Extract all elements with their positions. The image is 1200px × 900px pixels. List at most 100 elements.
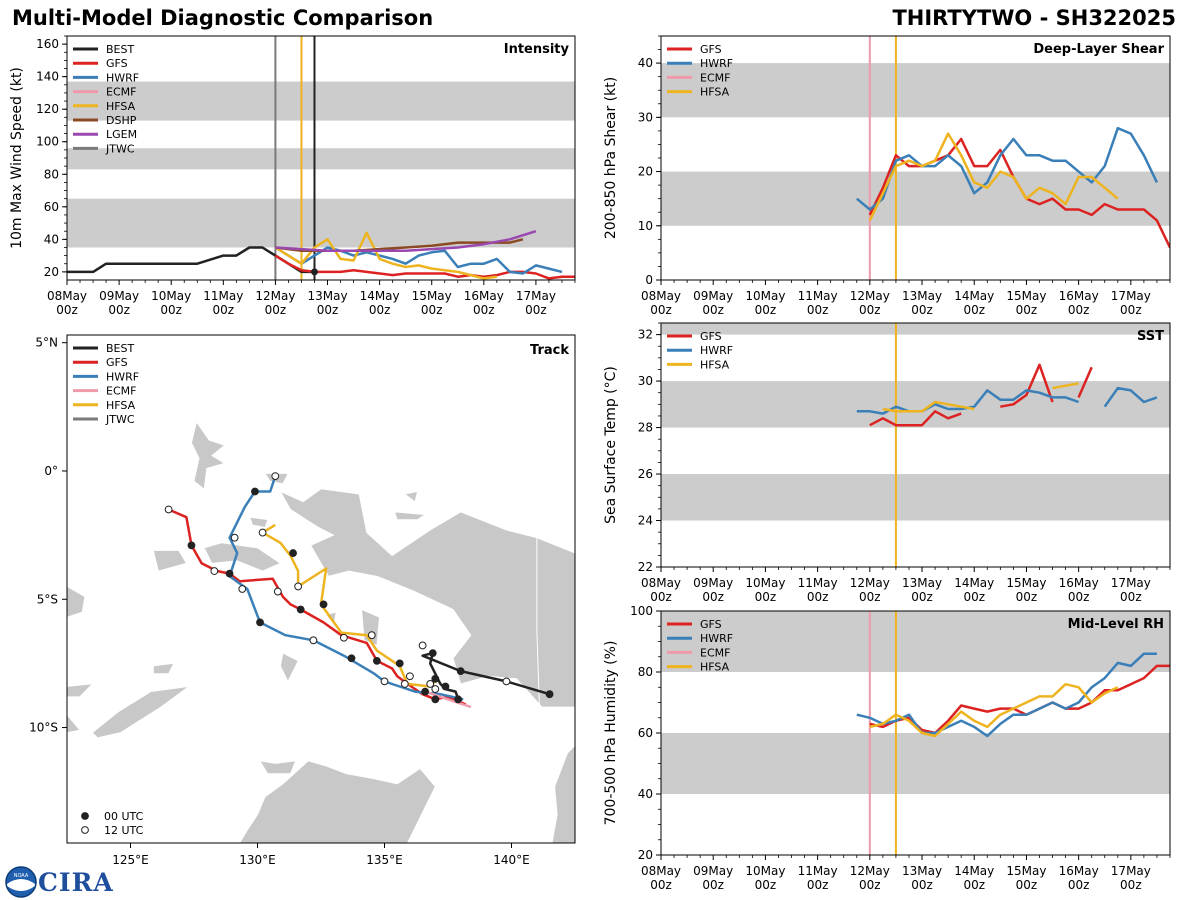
shear-panel-title: Deep-Layer Shear bbox=[1033, 42, 1164, 57]
intensity-xtick-label: 00z bbox=[369, 303, 391, 317]
sst-band-0 bbox=[661, 474, 1170, 521]
intensity-xtick-label: 15May bbox=[412, 289, 452, 303]
legend-label-ecmf: ECMF bbox=[700, 71, 730, 84]
rh-series-hwrf bbox=[856, 652, 1157, 738]
legend-label-hfsa: HFSA bbox=[106, 100, 136, 113]
rh-ylabel: 700-500 hPa Humidity (%) bbox=[603, 641, 619, 826]
intensity-xtick-label: 00z bbox=[473, 303, 495, 317]
sst-band-2 bbox=[661, 323, 1170, 335]
track-marker-12utc bbox=[309, 636, 318, 645]
sst-xtick-label: 10May bbox=[745, 576, 785, 590]
sst-ytick-label: 24 bbox=[638, 514, 653, 528]
track-xtick-label: 140°E bbox=[493, 853, 530, 867]
intensity-xtick-label: 00z bbox=[317, 303, 339, 317]
rh-xtick-label: 17May bbox=[1111, 864, 1151, 878]
legend-label-jtwc: JTWC bbox=[105, 413, 135, 426]
shear-band-0 bbox=[661, 171, 1170, 226]
sst-xtick-label: 12May bbox=[850, 576, 890, 590]
intensity-xtick-label: 00z bbox=[160, 303, 182, 317]
noaa-emblem-icon: NOAA bbox=[5, 866, 37, 898]
legend-label-gfs: GFS bbox=[700, 330, 722, 343]
legend-label-gfs: GFS bbox=[106, 356, 128, 369]
intensity-ytick-label: 160 bbox=[36, 37, 59, 51]
land-sulawesi bbox=[67, 585, 86, 618]
rh-xtick-label: 08May bbox=[641, 864, 681, 878]
intensity-ytick-label: 20 bbox=[44, 265, 59, 279]
rh-ytick-label: 80 bbox=[638, 665, 653, 679]
track-marker-12utc bbox=[273, 587, 282, 596]
shear-xtick-label: 16May bbox=[1059, 289, 1099, 303]
shear-xtick-label: 08May bbox=[641, 289, 681, 303]
intensity-xtick-label: 00z bbox=[213, 303, 235, 317]
sst-series-hfsa bbox=[882, 382, 1079, 413]
intensity-ytick-label: 140 bbox=[36, 70, 59, 84]
intensity-band-2 bbox=[67, 81, 575, 121]
sst-xtick-label: 00z bbox=[650, 590, 672, 604]
legend-label-hfsa: HFSA bbox=[700, 358, 730, 371]
track-marker-12utc bbox=[164, 505, 173, 514]
track-xtick-label: 130°E bbox=[239, 853, 276, 867]
intensity-xtick-label: 11May bbox=[203, 289, 243, 303]
shear-xtick-label: 10May bbox=[745, 289, 785, 303]
legend-label-jtwc: JTWC bbox=[105, 142, 135, 155]
land-australia bbox=[239, 760, 436, 843]
land-buru bbox=[152, 550, 188, 572]
track-marker-12utc bbox=[238, 585, 247, 593]
track-marker-12utc bbox=[431, 685, 440, 693]
intensity-xtick-label: 00z bbox=[421, 303, 443, 317]
rh-xtick-label: 00z bbox=[755, 878, 777, 892]
sst-xtick-label: 00z bbox=[911, 590, 933, 604]
sst-ytick-label: 32 bbox=[638, 328, 653, 342]
legend-label-ecmf: ECMF bbox=[106, 385, 136, 398]
track-xtick-label: 125°E bbox=[112, 853, 149, 867]
land-biak bbox=[403, 490, 419, 503]
intensity-xtick-label: 09May bbox=[99, 289, 139, 303]
sst-xtick-label: 16May bbox=[1059, 576, 1099, 590]
intensity-ylabel: 10m Max Wind Speed (kt) bbox=[9, 67, 25, 249]
sst-xtick-label: 00z bbox=[807, 590, 829, 604]
track-marker-00utc bbox=[395, 659, 404, 668]
track-marker-00utc bbox=[347, 654, 356, 663]
sst-ytick-label: 30 bbox=[638, 374, 653, 388]
sst-ylabel: Sea Surface Temp (°C) bbox=[603, 366, 619, 524]
rh-series-hfsa bbox=[869, 682, 1119, 738]
sst-xtick-label: 00z bbox=[755, 590, 777, 604]
land-misool bbox=[249, 516, 269, 528]
rh-xtick-label: 00z bbox=[702, 878, 724, 892]
track-marker-12utc bbox=[426, 680, 435, 688]
rh-xtick-label: 15May bbox=[1006, 864, 1046, 878]
shear-band-1 bbox=[661, 63, 1170, 118]
marker-legend-symbol bbox=[81, 826, 89, 834]
rh-panel: 2040608010008May00z09May00z10May00z11May… bbox=[603, 604, 1171, 892]
rh-xtick-label: 10May bbox=[745, 864, 785, 878]
track-marker-12utc bbox=[294, 582, 303, 591]
legend-label-ecmf: ECMF bbox=[700, 646, 730, 659]
intensity-ytick-label: 60 bbox=[44, 200, 59, 214]
track-ytick-label: 0° bbox=[44, 464, 58, 478]
land-flores bbox=[67, 683, 94, 698]
logo-text: CIRA bbox=[38, 867, 114, 897]
sst-panel: 22242628303208May00z09May00z10May00z11Ma… bbox=[603, 322, 1171, 604]
sst-band-1 bbox=[661, 381, 1170, 428]
legend-label-hwrf: HWRF bbox=[700, 57, 733, 70]
sst-xtick-label: 17May bbox=[1111, 576, 1151, 590]
legend-label-hwrf: HWRF bbox=[700, 344, 733, 357]
sst-xtick-label: 14May bbox=[954, 576, 994, 590]
land-halmahera bbox=[191, 421, 226, 490]
intensity-panel: 2040608010012014016008May00z09May00z10Ma… bbox=[9, 35, 576, 317]
shear-panel: 01020304008May00z09May00z10May00z11May00… bbox=[603, 35, 1171, 317]
sst-xtick-label: 08May bbox=[641, 576, 681, 590]
track-marker-00utc bbox=[421, 687, 430, 696]
intensity-band-1 bbox=[67, 148, 575, 170]
land-yapen bbox=[394, 511, 427, 521]
intensity-best-marker bbox=[310, 268, 318, 276]
storm-id: THIRTYTWO - SH322025 bbox=[892, 6, 1176, 30]
legend-label-gfs: GFS bbox=[106, 57, 128, 70]
rh-xtick-label: 11May bbox=[798, 864, 838, 878]
legend-label-hfsa: HFSA bbox=[700, 661, 730, 674]
rh-xtick-label: 00z bbox=[1120, 878, 1142, 892]
legend-label-lgem: LGEM bbox=[106, 128, 137, 141]
land-sumba bbox=[67, 714, 81, 734]
track-marker-00utc bbox=[289, 549, 297, 557]
